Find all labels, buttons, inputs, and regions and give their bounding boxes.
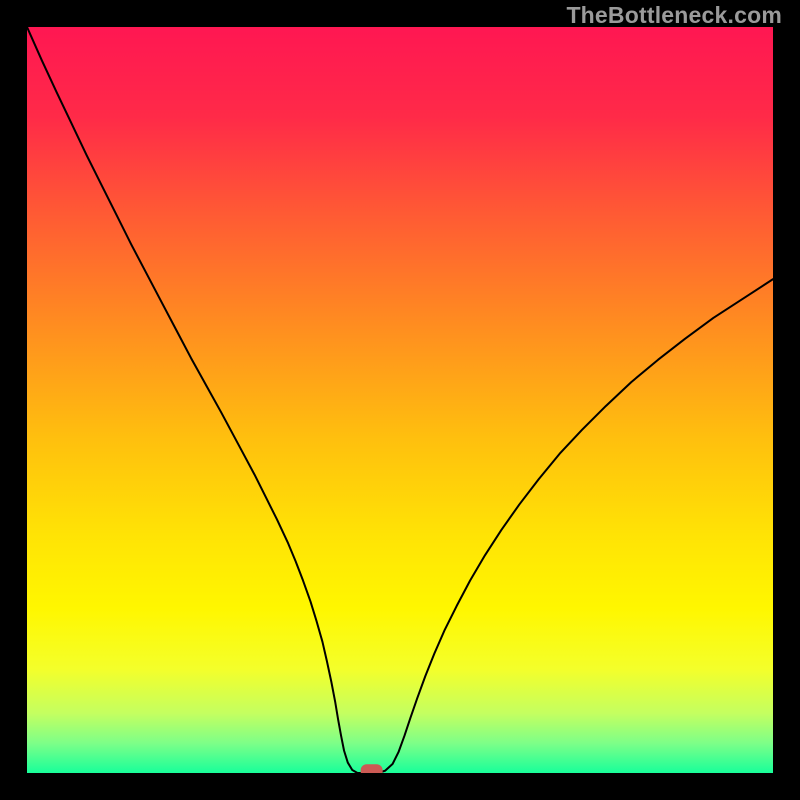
gradient-background [27,27,773,773]
bottleneck-plot [0,0,800,800]
watermark-text: TheBottleneck.com [566,2,782,29]
bottleneck-chart-container: TheBottleneck.com [0,0,800,800]
